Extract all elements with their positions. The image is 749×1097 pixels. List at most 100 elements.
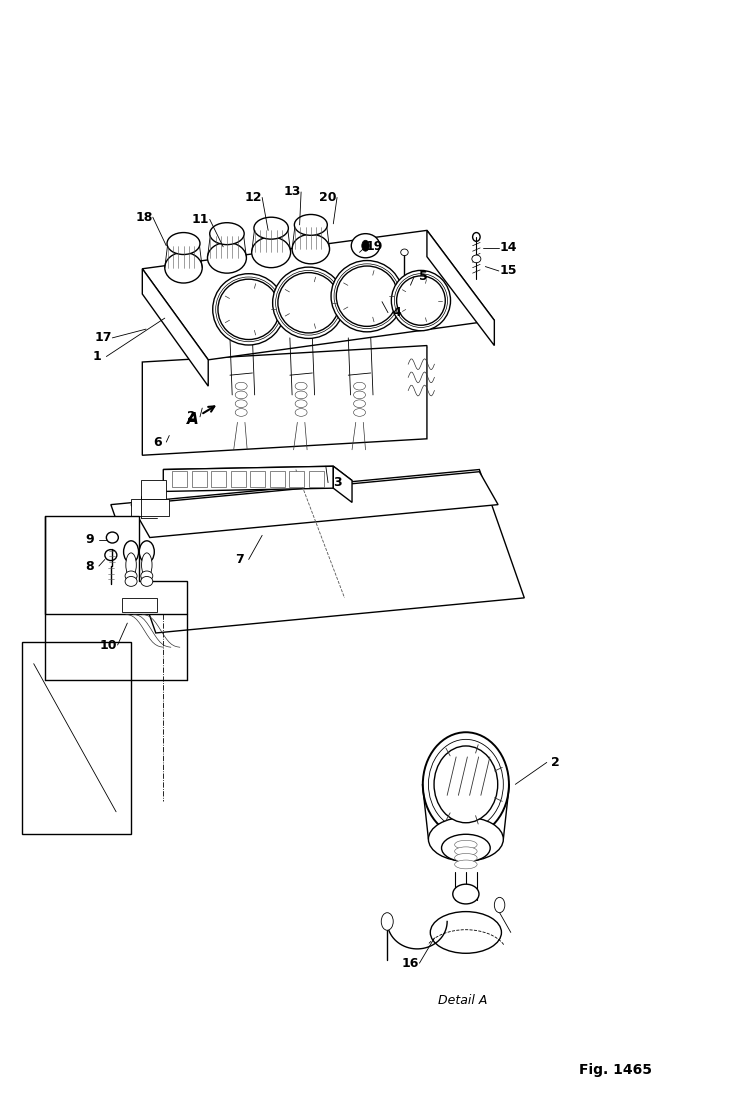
Ellipse shape [430, 912, 502, 953]
Ellipse shape [106, 532, 118, 543]
Polygon shape [142, 269, 208, 386]
Text: 2: 2 [187, 410, 195, 423]
Polygon shape [427, 230, 494, 346]
Text: 5: 5 [419, 270, 428, 283]
Ellipse shape [334, 264, 400, 329]
Ellipse shape [351, 234, 380, 258]
Polygon shape [131, 472, 498, 538]
Ellipse shape [278, 273, 339, 333]
Ellipse shape [126, 553, 136, 577]
Ellipse shape [142, 553, 152, 577]
Polygon shape [122, 598, 157, 612]
Circle shape [494, 897, 505, 913]
Ellipse shape [455, 853, 477, 862]
Ellipse shape [331, 260, 403, 332]
Ellipse shape [216, 278, 282, 342]
Ellipse shape [125, 570, 137, 581]
Text: 13: 13 [283, 185, 301, 199]
Ellipse shape [295, 391, 307, 399]
Text: 15: 15 [499, 264, 517, 278]
Ellipse shape [473, 233, 480, 241]
Polygon shape [289, 471, 304, 487]
Ellipse shape [254, 217, 288, 239]
Ellipse shape [276, 271, 342, 336]
Ellipse shape [354, 408, 366, 417]
Ellipse shape [295, 408, 307, 417]
Circle shape [124, 541, 139, 563]
Ellipse shape [210, 223, 244, 245]
Ellipse shape [422, 733, 509, 837]
Ellipse shape [354, 400, 366, 408]
Ellipse shape [167, 233, 200, 255]
Polygon shape [163, 466, 333, 491]
Ellipse shape [452, 884, 479, 904]
Polygon shape [192, 471, 207, 487]
Ellipse shape [428, 739, 503, 829]
Ellipse shape [165, 252, 202, 283]
Ellipse shape [434, 746, 497, 823]
Ellipse shape [472, 255, 481, 263]
Ellipse shape [336, 267, 398, 327]
Polygon shape [142, 346, 427, 455]
Polygon shape [231, 471, 246, 487]
Polygon shape [141, 480, 166, 499]
Text: 8: 8 [85, 559, 94, 573]
Ellipse shape [292, 235, 330, 263]
Ellipse shape [455, 860, 477, 869]
Text: 11: 11 [192, 213, 210, 226]
Ellipse shape [395, 274, 448, 327]
Ellipse shape [295, 383, 307, 391]
Ellipse shape [295, 400, 307, 408]
Polygon shape [45, 516, 187, 614]
Circle shape [381, 913, 393, 930]
Text: Detail A: Detail A [438, 994, 488, 1007]
Text: Fig. 1465: Fig. 1465 [579, 1063, 652, 1076]
Ellipse shape [294, 214, 327, 236]
Circle shape [362, 240, 369, 251]
Ellipse shape [213, 274, 285, 346]
Text: 20: 20 [319, 191, 337, 204]
Ellipse shape [218, 279, 279, 340]
Polygon shape [250, 471, 265, 487]
Ellipse shape [401, 249, 408, 256]
Ellipse shape [105, 550, 117, 561]
Polygon shape [333, 466, 352, 502]
Text: 12: 12 [244, 191, 262, 204]
Polygon shape [131, 499, 169, 516]
Ellipse shape [354, 383, 366, 391]
Polygon shape [163, 466, 352, 485]
Ellipse shape [235, 383, 247, 391]
Ellipse shape [141, 570, 153, 581]
Polygon shape [142, 230, 494, 360]
Text: 3: 3 [333, 476, 342, 489]
Text: 2: 2 [551, 756, 560, 769]
Text: A: A [187, 411, 198, 427]
Polygon shape [172, 471, 187, 487]
Ellipse shape [141, 577, 153, 587]
Ellipse shape [441, 834, 490, 862]
Text: 14: 14 [499, 241, 517, 255]
Polygon shape [211, 471, 226, 487]
Ellipse shape [235, 400, 247, 408]
Polygon shape [111, 470, 524, 633]
Ellipse shape [455, 847, 477, 856]
Ellipse shape [207, 242, 246, 273]
Polygon shape [22, 642, 131, 834]
Ellipse shape [391, 270, 451, 331]
Text: 17: 17 [94, 331, 112, 344]
Ellipse shape [235, 391, 247, 399]
Ellipse shape [273, 268, 345, 339]
Ellipse shape [252, 237, 291, 268]
Text: 19: 19 [366, 240, 383, 253]
Text: 7: 7 [235, 553, 244, 566]
Text: 1: 1 [93, 350, 102, 363]
Circle shape [139, 541, 154, 563]
Ellipse shape [125, 577, 137, 587]
Text: 6: 6 [153, 436, 162, 449]
Ellipse shape [428, 817, 503, 861]
Ellipse shape [397, 275, 445, 325]
Text: 9: 9 [85, 533, 94, 546]
Text: 10: 10 [100, 638, 118, 652]
Polygon shape [270, 471, 285, 487]
Polygon shape [309, 471, 324, 487]
